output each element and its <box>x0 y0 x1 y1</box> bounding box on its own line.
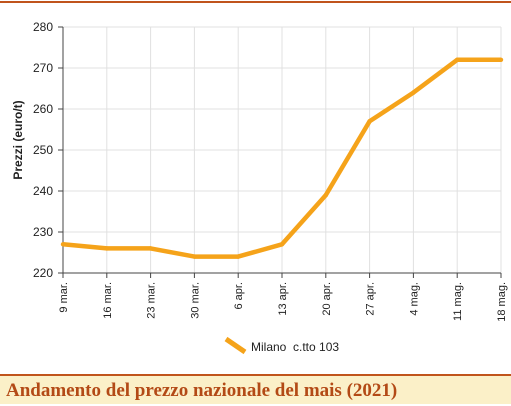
y-tick-label: 270 <box>33 61 53 75</box>
x-tick-label: 23 mar. <box>146 282 158 319</box>
y-tick-label: 240 <box>33 184 53 198</box>
y-tick-label: 220 <box>33 266 53 280</box>
x-tick-label: 20 apr. <box>321 282 333 316</box>
data-point <box>411 90 416 95</box>
data-point <box>279 242 285 247</box>
x-tick-label: 18 mag. <box>496 282 508 322</box>
y-tick-label: 230 <box>33 225 53 239</box>
axes <box>58 26 502 278</box>
legend: Milano c.tto 103 <box>224 336 339 355</box>
grid <box>62 26 502 274</box>
data-point <box>236 254 241 259</box>
x-tick-label: 30 mar. <box>189 282 201 319</box>
y-tick-labels: 220 230 240 250 260 270 280 <box>33 20 53 280</box>
data-point <box>455 57 460 62</box>
data-point <box>367 119 372 124</box>
x-tick-label: 27 apr. <box>365 282 377 316</box>
data-point <box>192 254 197 259</box>
data-point <box>60 242 66 247</box>
x-tick-labels: 9 mar. 16 mar. 23 mar. 30 mar. 6 apr. 13 apr.… <box>58 282 508 322</box>
y-tick-label: 260 <box>33 102 53 116</box>
x-tick-label: 16 mar. <box>102 282 114 319</box>
caption-bar: Andamento del prezzo nazionale del mais … <box>0 374 511 404</box>
y-axis-label: Prezzi (euro/t) <box>11 100 25 179</box>
chart-caption: Andamento del prezzo nazionale del mais … <box>6 380 398 401</box>
x-tick-label: 4 mag. <box>408 282 420 316</box>
legend-label: Milano c.tto 103 <box>251 340 339 354</box>
data-point <box>104 246 110 251</box>
x-tick-label: 13 apr. <box>277 282 289 316</box>
y-tick-label: 250 <box>33 143 53 157</box>
x-tick-label: 11 mag. <box>452 282 464 321</box>
y-tick-label: 280 <box>33 20 53 34</box>
line-chart: 220 230 240 250 260 270 280 9 mar. 16 mar. 23 ma… <box>11 20 508 355</box>
data-point <box>323 192 328 198</box>
x-tick-label: 9 mar. <box>58 282 70 313</box>
x-tick-label: 6 apr. <box>233 282 245 310</box>
data-point <box>148 246 153 251</box>
series-layer <box>60 57 504 259</box>
top-rule <box>0 1 511 3</box>
data-point <box>498 57 504 62</box>
legend-swatch <box>224 336 247 355</box>
